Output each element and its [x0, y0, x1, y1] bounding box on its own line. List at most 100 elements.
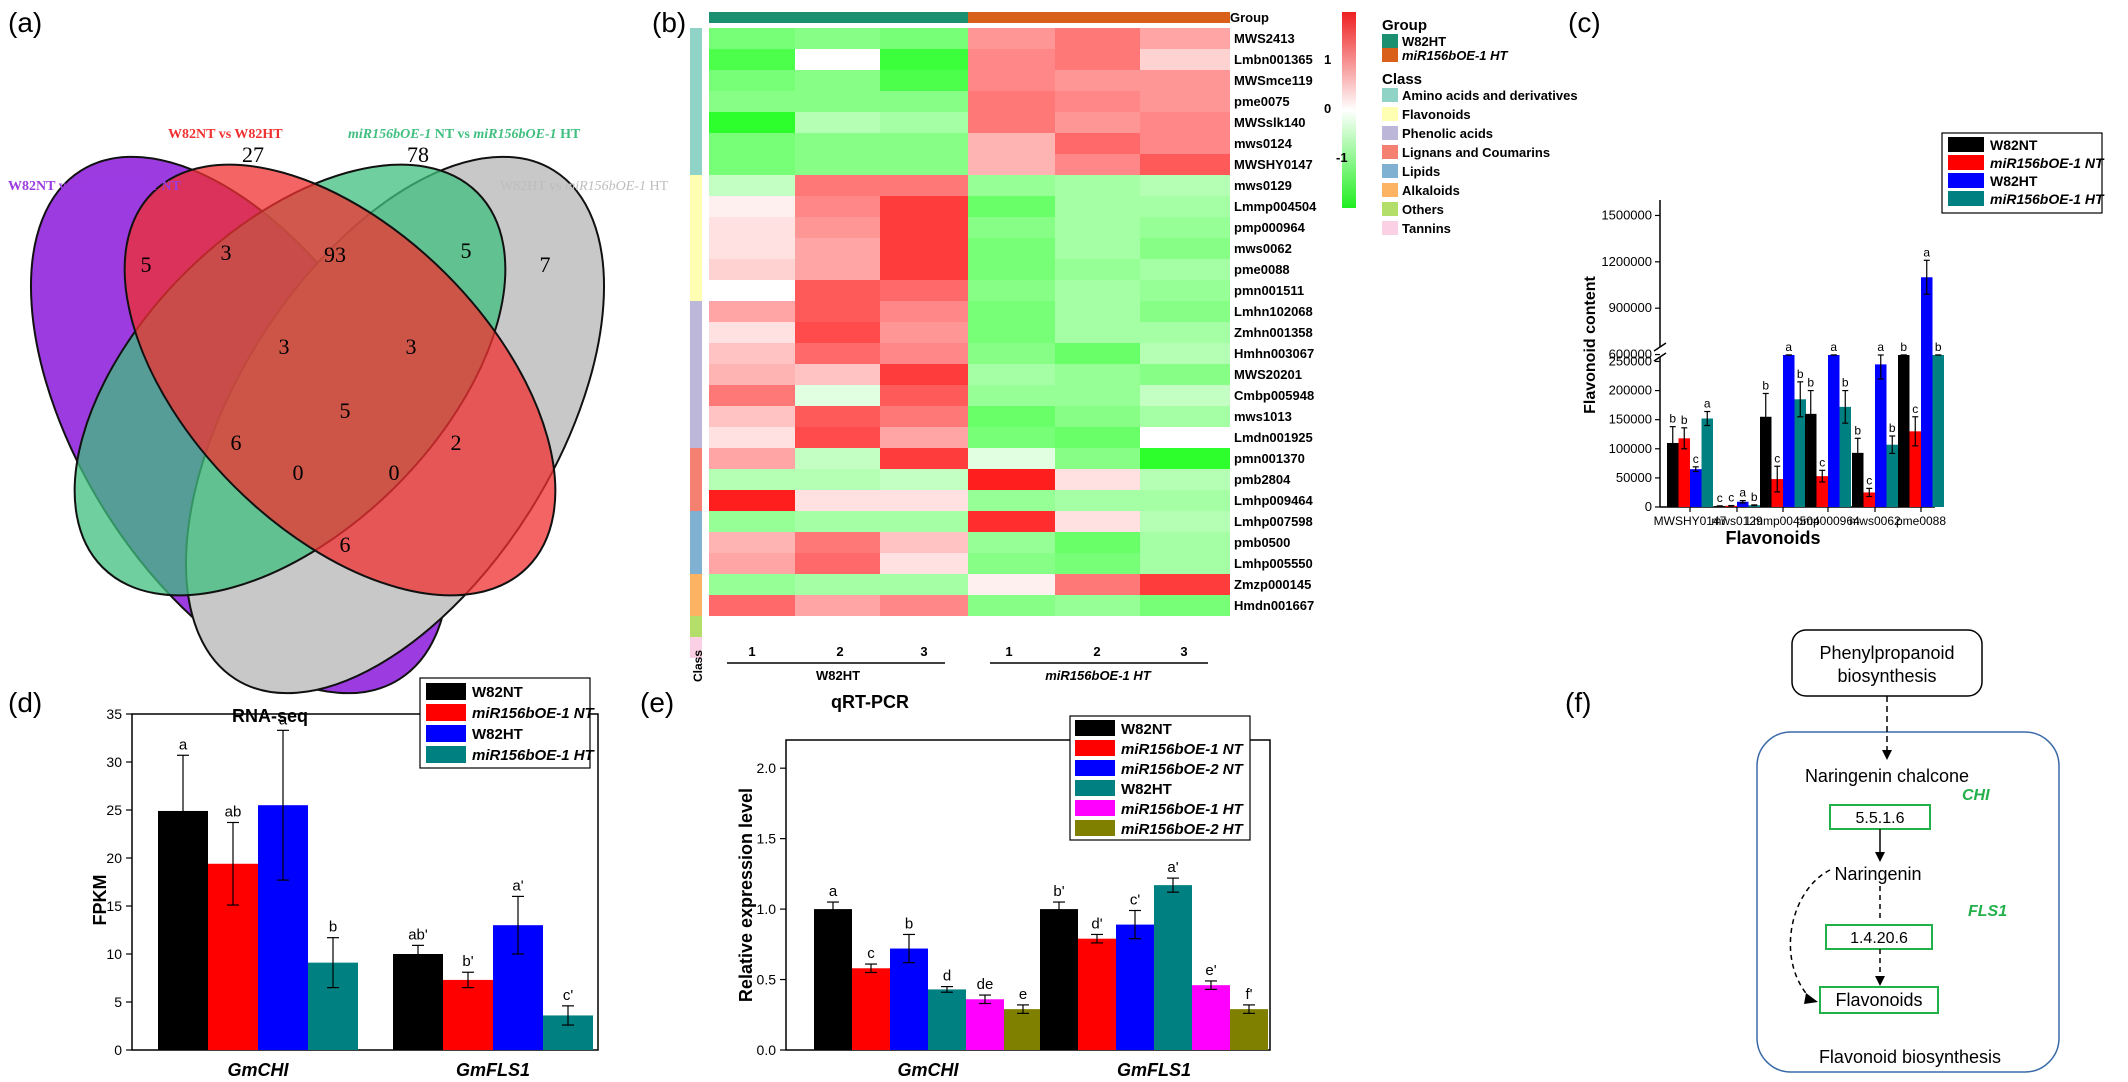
legend-class-swatch: [1382, 183, 1398, 197]
x-category-label: Lmmp004504: [1746, 514, 1820, 528]
significance-letter: a: [1830, 340, 1837, 354]
heatmap-cell: [1140, 217, 1230, 238]
bar: [1886, 444, 1898, 507]
heatmap-cell: [1140, 133, 1230, 154]
heatmap-cell: [880, 574, 968, 595]
heatmap-cell: [880, 364, 968, 385]
heatmap-row-label: mws0129: [1234, 178, 1292, 193]
heatmap-cell: [880, 406, 968, 427]
heatmap-row-label: MWSslk140: [1234, 115, 1306, 130]
group-bar-w82ht: [709, 12, 968, 23]
legend-class-label: Lignans and Coumarins: [1402, 145, 1550, 160]
heatmap-cell: [880, 469, 968, 490]
heatmap-cell: [968, 595, 1055, 616]
venn-count: 93: [324, 242, 346, 267]
venn-count: 5: [340, 398, 351, 423]
y-tick-label: 0: [114, 1042, 122, 1058]
venn-count: 6: [231, 430, 242, 455]
heatmap-row-label: pmb2804: [1234, 472, 1291, 487]
legend-swatch: [1948, 173, 1984, 188]
heatmap-cell: [795, 532, 880, 553]
legend-label: miR156bOE-2 NT: [1121, 761, 1245, 778]
heatmap-cell: [968, 175, 1055, 196]
class-bar-segment: [690, 511, 702, 574]
heatmap-cell: [709, 490, 795, 511]
significance-letter: e: [1019, 986, 1027, 1003]
x-category-label: GmCHI: [897, 1060, 959, 1080]
heatmap-cell: [709, 574, 795, 595]
significance-letter: d': [1091, 915, 1102, 932]
heatmap-cell: [968, 154, 1055, 175]
flavonoids: Flavonoids: [1835, 990, 1922, 1010]
bar: [1678, 438, 1690, 507]
venn-count: 3: [406, 334, 417, 359]
venn-count: 7: [540, 252, 551, 277]
heatmap-cell: [709, 385, 795, 406]
ec-box-chi: [1829, 804, 1931, 830]
heatmap-cell: [709, 532, 795, 553]
legend-class-label: Phenolic acids: [1402, 126, 1493, 141]
heatmap-cell: [1140, 301, 1230, 322]
significance-letter: b: [1762, 378, 1769, 392]
heatmap-cell: [709, 448, 795, 469]
plot-frame: [131, 713, 599, 1051]
heatmap-cell: [1055, 322, 1140, 343]
heatmap-cell: [880, 322, 968, 343]
significance-letter: b: [1669, 412, 1676, 426]
chart-c-legend: W82NT miR156bOE-1 NT W82HT miR156bOE-1 H…: [1941, 132, 2105, 214]
y-tick-label: 5: [114, 994, 122, 1010]
significance-letter: de: [977, 976, 994, 993]
legend-class-swatch: [1382, 202, 1398, 216]
arrowhead: [1882, 750, 1892, 760]
heatmap-cell: [709, 91, 795, 112]
heatmap-row-label: pmp000964: [1234, 220, 1306, 235]
y-tick-label: 200000: [1609, 383, 1652, 398]
significance-letter: ab: [225, 803, 242, 820]
venn-count: 3: [279, 334, 290, 359]
heatmap-cell: [968, 133, 1055, 154]
significance-letter: b: [1842, 376, 1849, 390]
heatmap-cell: [1055, 175, 1140, 196]
significance-letter: b: [1681, 413, 1688, 427]
y-tick-label: 1500000: [1601, 207, 1652, 222]
heatmap-cell: [880, 259, 968, 280]
legend-swatch: [1075, 760, 1115, 776]
panel-label-a: (a): [8, 7, 42, 38]
significance-letter: b: [1935, 340, 1942, 354]
heatmap-cell: [709, 595, 795, 616]
panel-label-b: (b): [652, 7, 686, 38]
heatmap-cell: [795, 385, 880, 406]
heatmap-row-label: Hmhn003067: [1234, 346, 1314, 361]
heatmap-cell: [1055, 280, 1140, 301]
significance-letter: a: [1923, 245, 1930, 259]
heatmap-cell: [968, 532, 1055, 553]
bar: [890, 948, 928, 1050]
heatmap-row-label: Lmmp004504: [1234, 199, 1317, 214]
significance-letter: a': [1167, 859, 1178, 876]
heatmap-cell: [1140, 574, 1230, 595]
significance-letter: b: [1751, 490, 1758, 504]
col-label: 2: [1093, 644, 1100, 659]
venn-count: 0: [389, 460, 400, 485]
heatmap-cell: [1140, 406, 1230, 427]
heatmap-cell: [709, 259, 795, 280]
y-tick-label: 30: [106, 754, 122, 770]
legend-box: [1069, 715, 1251, 841]
bar: [1116, 924, 1154, 1050]
heatmap-cell: [880, 280, 968, 301]
heatmap-row-label: Hmdn001667: [1234, 598, 1314, 613]
heatmap-cell: [968, 49, 1055, 70]
heatmap-cell: [1140, 595, 1230, 616]
heatmap-row-label: pmn001511: [1234, 283, 1304, 298]
y-tick-label: 1.5: [757, 831, 777, 847]
color-scale-tick: 1: [1324, 52, 1331, 67]
heatmap-row-label: Zmhn001358: [1234, 325, 1313, 340]
heatmap-cell: [968, 217, 1055, 238]
heatmap-cell: [795, 490, 880, 511]
bar: [1828, 355, 1840, 507]
heatmap-cell: [795, 259, 880, 280]
venn-label-1: W82NT vs miR156bOE-1 NT: [8, 179, 182, 194]
significance-letter: ab': [408, 926, 428, 943]
heatmap-cell: [1055, 448, 1140, 469]
